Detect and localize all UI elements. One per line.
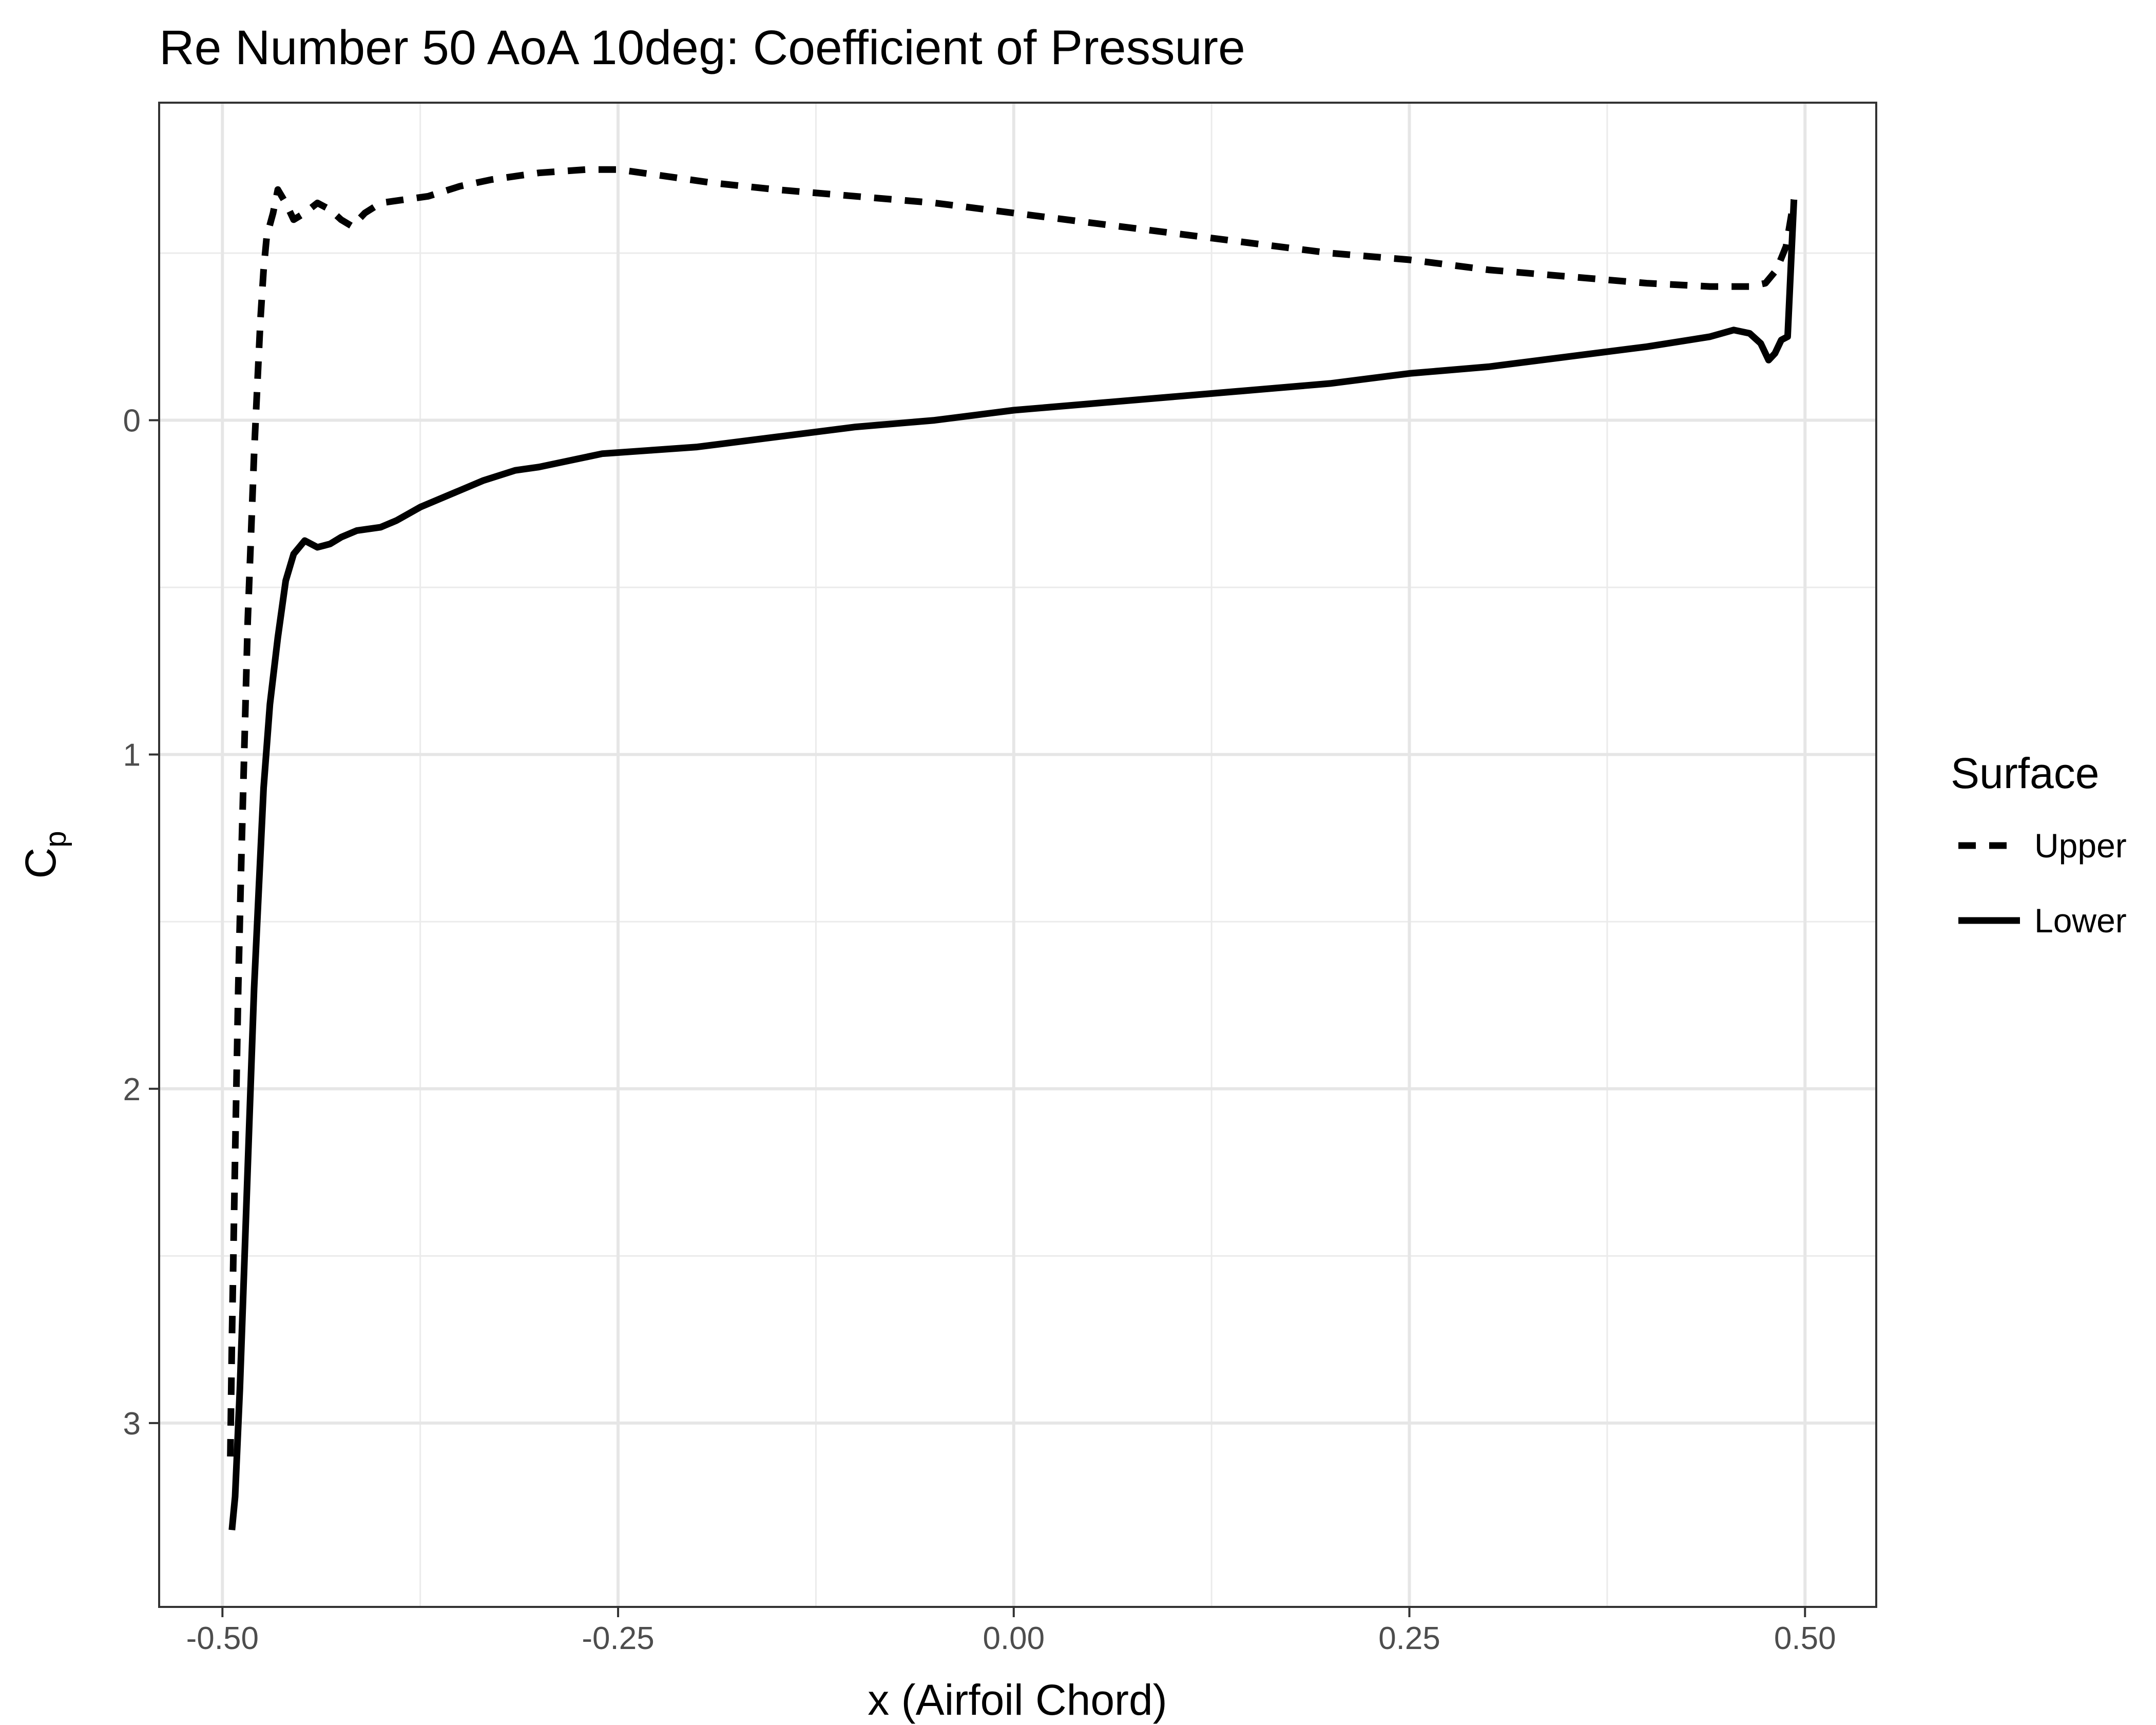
- y-axis-title-main: C: [16, 848, 65, 879]
- x-tick-label: -0.25: [582, 1621, 654, 1656]
- x-tick-label: -0.50: [186, 1621, 259, 1656]
- major-gridlines: [159, 103, 1876, 1607]
- y-tick-label: 1: [123, 738, 141, 773]
- x-tick-label: 0.00: [983, 1621, 1045, 1656]
- plot-panel: [158, 102, 1877, 1608]
- x-tick-label: 0.25: [1378, 1621, 1440, 1656]
- series-layer: [227, 166, 1798, 1530]
- y-tick-label: 3: [123, 1406, 141, 1442]
- y-tick-label: 0: [123, 404, 141, 439]
- legend-label-lower: Lower: [2034, 902, 2127, 940]
- legend: Surface Upper Lower: [1951, 749, 2127, 940]
- y-axis-title: Cp: [16, 831, 72, 879]
- legend-label-upper: Upper: [2034, 827, 2127, 865]
- x-tick-label: 0.50: [1774, 1621, 1836, 1656]
- y-axis: 0 1 2 3: [123, 404, 159, 1442]
- y-tick-label: 2: [123, 1072, 141, 1107]
- x-axis-title: x (Airfoil Chord): [868, 1676, 1167, 1724]
- series-line-lower: [228, 199, 1798, 1530]
- panel-border: [158, 102, 1877, 1608]
- panel-background: [159, 103, 1876, 1607]
- y-axis-title-subscript: p: [39, 831, 72, 848]
- x-axis: -0.50 -0.25 0.00 0.25 0.50: [186, 1607, 1836, 1656]
- chart-title: Re Number 50 AoA 10deg: Coefficient of P…: [159, 21, 1245, 75]
- legend-items: Upper Lower: [1958, 827, 2127, 940]
- legend-title: Surface: [1951, 749, 2100, 797]
- series-line-upper: [227, 166, 1798, 1457]
